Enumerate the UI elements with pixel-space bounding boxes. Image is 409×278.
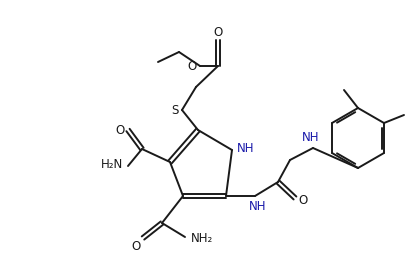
Text: O: O (298, 195, 307, 207)
Text: NH: NH (249, 200, 266, 212)
Text: NH: NH (237, 142, 254, 155)
Text: H₂N: H₂N (101, 158, 123, 170)
Text: S: S (171, 103, 178, 116)
Text: NH₂: NH₂ (191, 232, 213, 244)
Text: O: O (115, 123, 124, 136)
Text: O: O (131, 240, 140, 252)
Text: O: O (213, 26, 222, 38)
Text: O: O (187, 59, 196, 73)
Text: NH: NH (301, 130, 319, 143)
